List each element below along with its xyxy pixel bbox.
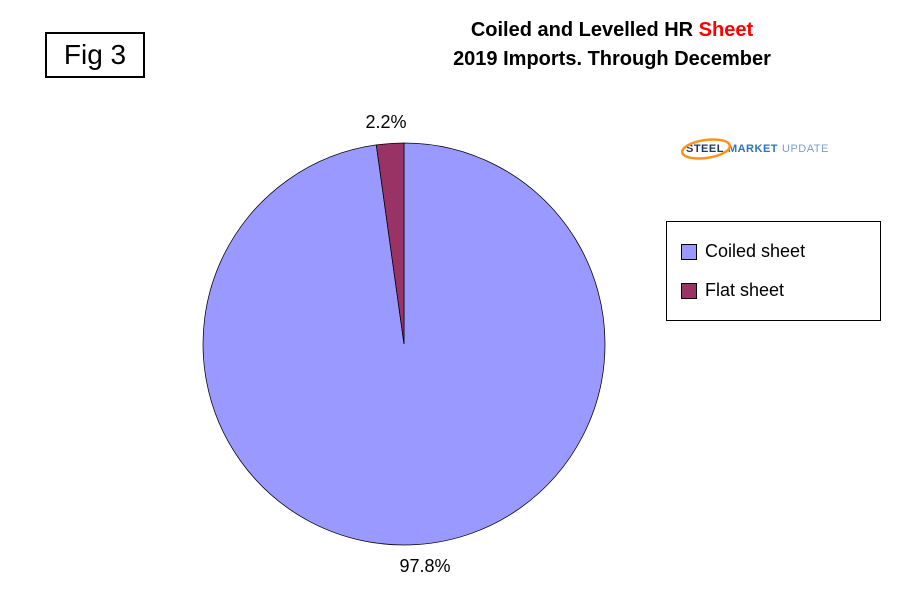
logo-word-update: UPDATE xyxy=(782,143,829,155)
legend: Coiled sheet Flat sheet xyxy=(666,221,881,321)
figure-number-box: Fig 3 xyxy=(45,32,145,78)
legend-swatch-flat-sheet xyxy=(681,282,697,299)
chart-title: Coiled and Levelled HR Sheet 2019 Import… xyxy=(312,16,910,74)
legend-label-coiled-sheet: Coiled sheet xyxy=(705,241,806,261)
figure-number-label: Fig 3 xyxy=(63,39,127,70)
data-label-coiled-sheet: 97.8% xyxy=(399,556,451,576)
data-label-flat-sheet: 2.2% xyxy=(365,112,407,132)
legend-item-coiled-sheet: Coiled sheet xyxy=(681,241,880,262)
pie-slice-flat-sheet xyxy=(375,142,405,345)
logo-word-steel: STEEL xyxy=(686,143,724,155)
steel-market-update-logo: STEEL MARKET UPDATE xyxy=(680,134,836,164)
legend-label-flat-sheet: Flat sheet xyxy=(705,280,785,300)
chart-title-line1-black: Coiled and Levelled HR xyxy=(470,19,699,41)
legend-swatch-coiled-sheet xyxy=(681,243,697,260)
chart-title-line2: 2019 Imports. Through December xyxy=(453,48,771,70)
chart-title-line1-red: Sheet xyxy=(698,19,754,41)
logo-swoosh-icon xyxy=(680,138,732,160)
legend-item-flat-sheet: Flat sheet xyxy=(681,280,880,301)
logo-word-market: MARKET xyxy=(727,143,779,155)
chart-title-line1: Coiled and Levelled HR Sheet xyxy=(312,16,910,45)
